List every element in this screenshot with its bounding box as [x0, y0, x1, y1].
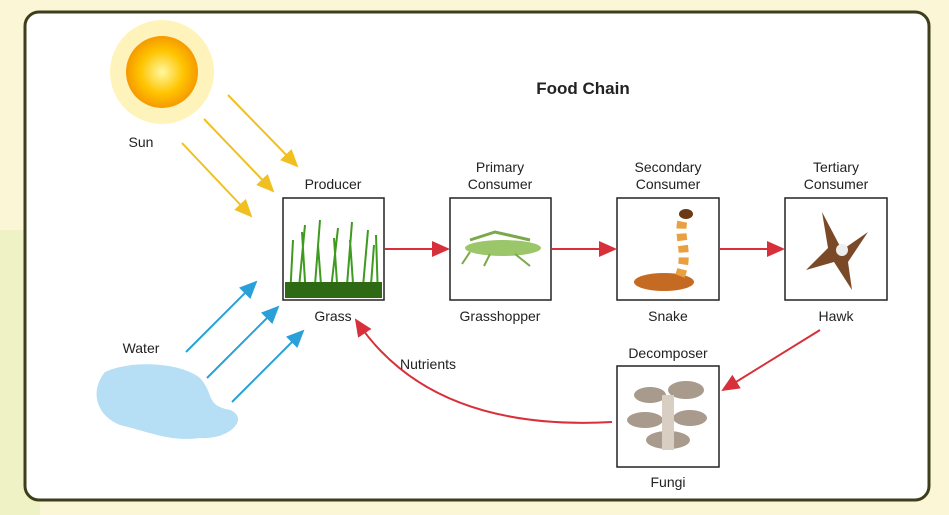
organism-label: Hawk	[818, 308, 854, 324]
role-label: Secondary	[635, 159, 702, 175]
organism-label: Grass	[314, 308, 351, 324]
role-label: Consumer	[636, 176, 701, 192]
role-label: Primary	[476, 159, 524, 175]
sun-icon	[110, 20, 214, 124]
role-label: Decomposer	[628, 345, 708, 361]
water-label: Water	[123, 340, 160, 356]
role-label: Producer	[305, 176, 362, 192]
food-chain-diagram: Food Chain Sun Water	[0, 0, 949, 515]
role-label: Consumer	[804, 176, 869, 192]
nutrients-label: Nutrients	[400, 356, 456, 372]
organism-label: Fungi	[650, 474, 685, 490]
role-label: Consumer	[468, 176, 533, 192]
organism-label: Snake	[648, 308, 688, 324]
organism-label: Grasshopper	[460, 308, 541, 324]
sun-label: Sun	[129, 134, 154, 150]
role-label: Tertiary	[813, 159, 859, 175]
title: Food Chain	[536, 79, 629, 98]
